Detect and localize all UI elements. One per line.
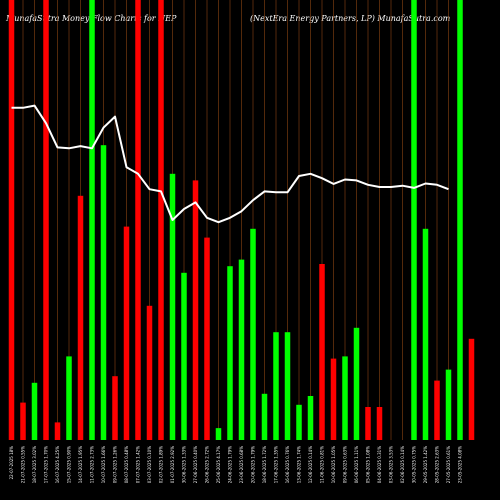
money-flow-bar — [89, 0, 95, 440]
money-flow-bar — [296, 404, 302, 440]
money-flow-bar — [411, 0, 417, 440]
money-flow-bar — [146, 305, 153, 440]
money-flow-bar — [330, 358, 337, 440]
money-flow-bar — [215, 428, 222, 440]
x-tick-label: 16-06-2025 0.76% — [285, 446, 290, 483]
x-tick-label: 27-05-2025 0.61% — [446, 446, 451, 483]
money-flow-bar — [227, 266, 233, 440]
money-flow-bar — [123, 226, 130, 440]
x-tick-label: 04-06-2025 0.31% — [377, 446, 382, 483]
x-tick-label: 09-07-2025 1.26% — [113, 446, 118, 483]
x-tick-label: 28-05-2025 2.63% — [435, 446, 440, 483]
x-tick-label: 15-07-2025 0.90% — [67, 446, 72, 483]
x-tick-label: 29-05-2025 1.42% — [423, 446, 428, 483]
x-tick-label: 03-07-2025 0.10% — [147, 446, 152, 483]
money-flow-bar — [434, 380, 440, 440]
money-flow-bar — [204, 237, 210, 440]
x-tick-label: 08-07-2025 0.48% — [124, 446, 129, 483]
x-tick-label: 06-06-2025 1.11% — [354, 446, 359, 483]
x-tick-label: 11-06-2025 0.81% — [320, 446, 325, 483]
x-tick-label: 14-07-2025 1.95% — [78, 446, 83, 483]
x-tick-label: 03-06-2025 3.53% — [389, 446, 394, 483]
money-flow-bar — [457, 0, 463, 440]
money-flow-bar — [31, 382, 38, 440]
money-flow-bar — [43, 0, 49, 440]
money-flow-bar — [100, 145, 107, 440]
money-flow-bar — [307, 396, 314, 440]
money-flow-bar — [54, 422, 61, 440]
x-tick-label: 01-07-2025 2.92% — [170, 446, 175, 483]
money-flow-bar — [353, 327, 360, 440]
money-flow-bar — [181, 272, 187, 440]
x-tick-label: 23-05-2025 4.08% — [458, 446, 463, 483]
money-flow-bar — [112, 376, 118, 440]
x-tick-label: 21-07-2025 0.55% — [21, 446, 26, 483]
x-tick-label: 09-06-2025 0.63% — [343, 446, 348, 483]
x-tick-label: 20-06-2025 1.79% — [251, 446, 256, 483]
x-tick-label: 07-07-2025 1.42% — [136, 446, 141, 483]
money-flow-bar — [342, 356, 348, 440]
money-flow-bar — [169, 173, 176, 441]
money-flow-bar — [319, 264, 325, 440]
x-tick-label: 12-06-2025 0.14% — [308, 446, 313, 483]
money-flow-bar — [135, 0, 141, 440]
x-tick-label: 11-07-2025 2.73% — [90, 446, 95, 483]
money-flow-bar — [445, 369, 452, 440]
x-tick-label: 30-06-2025 1.33% — [182, 446, 187, 483]
chart-subtitle: (NextEra Energy Partners, LP) MunafaSutr… — [250, 14, 451, 23]
x-tick-label: 23-06-2025 0.68% — [239, 446, 244, 483]
x-tick-label: 02-07-2025 1.89% — [159, 446, 164, 483]
x-tick-label: 22-07-2025 18% — [9, 446, 14, 480]
x-tick-label: 05-06-2025 1.08% — [366, 446, 371, 483]
x-tick-label: 18-06-2025 1.72% — [262, 446, 267, 483]
price-line — [11, 104, 449, 224]
x-tick-label: 13-06-2025 1.74% — [297, 446, 302, 483]
money-flow-bar — [261, 393, 268, 440]
money-flow-bar — [238, 259, 245, 440]
x-tick-label: 27-06-2025 0.40% — [193, 446, 198, 483]
x-tick-label: 17-07-2025 1.70% — [44, 446, 49, 483]
money-flow-bar — [284, 332, 291, 440]
x-tick-label: 26-06-2025 2.72% — [205, 446, 210, 483]
money-flow-bar — [273, 332, 279, 440]
money-flow-bar — [468, 338, 475, 440]
money-flow-bar — [250, 228, 256, 440]
x-tick-label: 02-06-2025 0.14% — [400, 446, 405, 483]
money-flow-bar — [365, 407, 371, 440]
x-tick-label: 16-07-2025 4.25% — [55, 446, 60, 483]
money-flow-bar — [20, 402, 26, 440]
money-flow-bar — [376, 407, 383, 440]
x-tick-label: 30-05-2025 0.75% — [412, 446, 417, 483]
money-flow-bar — [77, 195, 84, 440]
x-tick-label: 17-06-2025 1.35% — [274, 446, 279, 483]
money-flow-bar — [192, 180, 199, 440]
x-tick-label: 10-06-2025 1.05% — [331, 446, 336, 483]
x-tick-label: 10-07-2025 1.66% — [101, 446, 106, 483]
money-flow-bar — [8, 0, 15, 440]
x-tick-label: 25-06-2025 4.17% — [216, 446, 221, 483]
x-tick-label: 24-06-2025 1.79% — [228, 446, 233, 483]
money-flow-bar — [158, 0, 164, 440]
x-tick-label: 18-07-2025 3.02% — [32, 446, 37, 483]
money-flow-bar — [422, 228, 429, 440]
money-flow-bar — [66, 356, 72, 440]
